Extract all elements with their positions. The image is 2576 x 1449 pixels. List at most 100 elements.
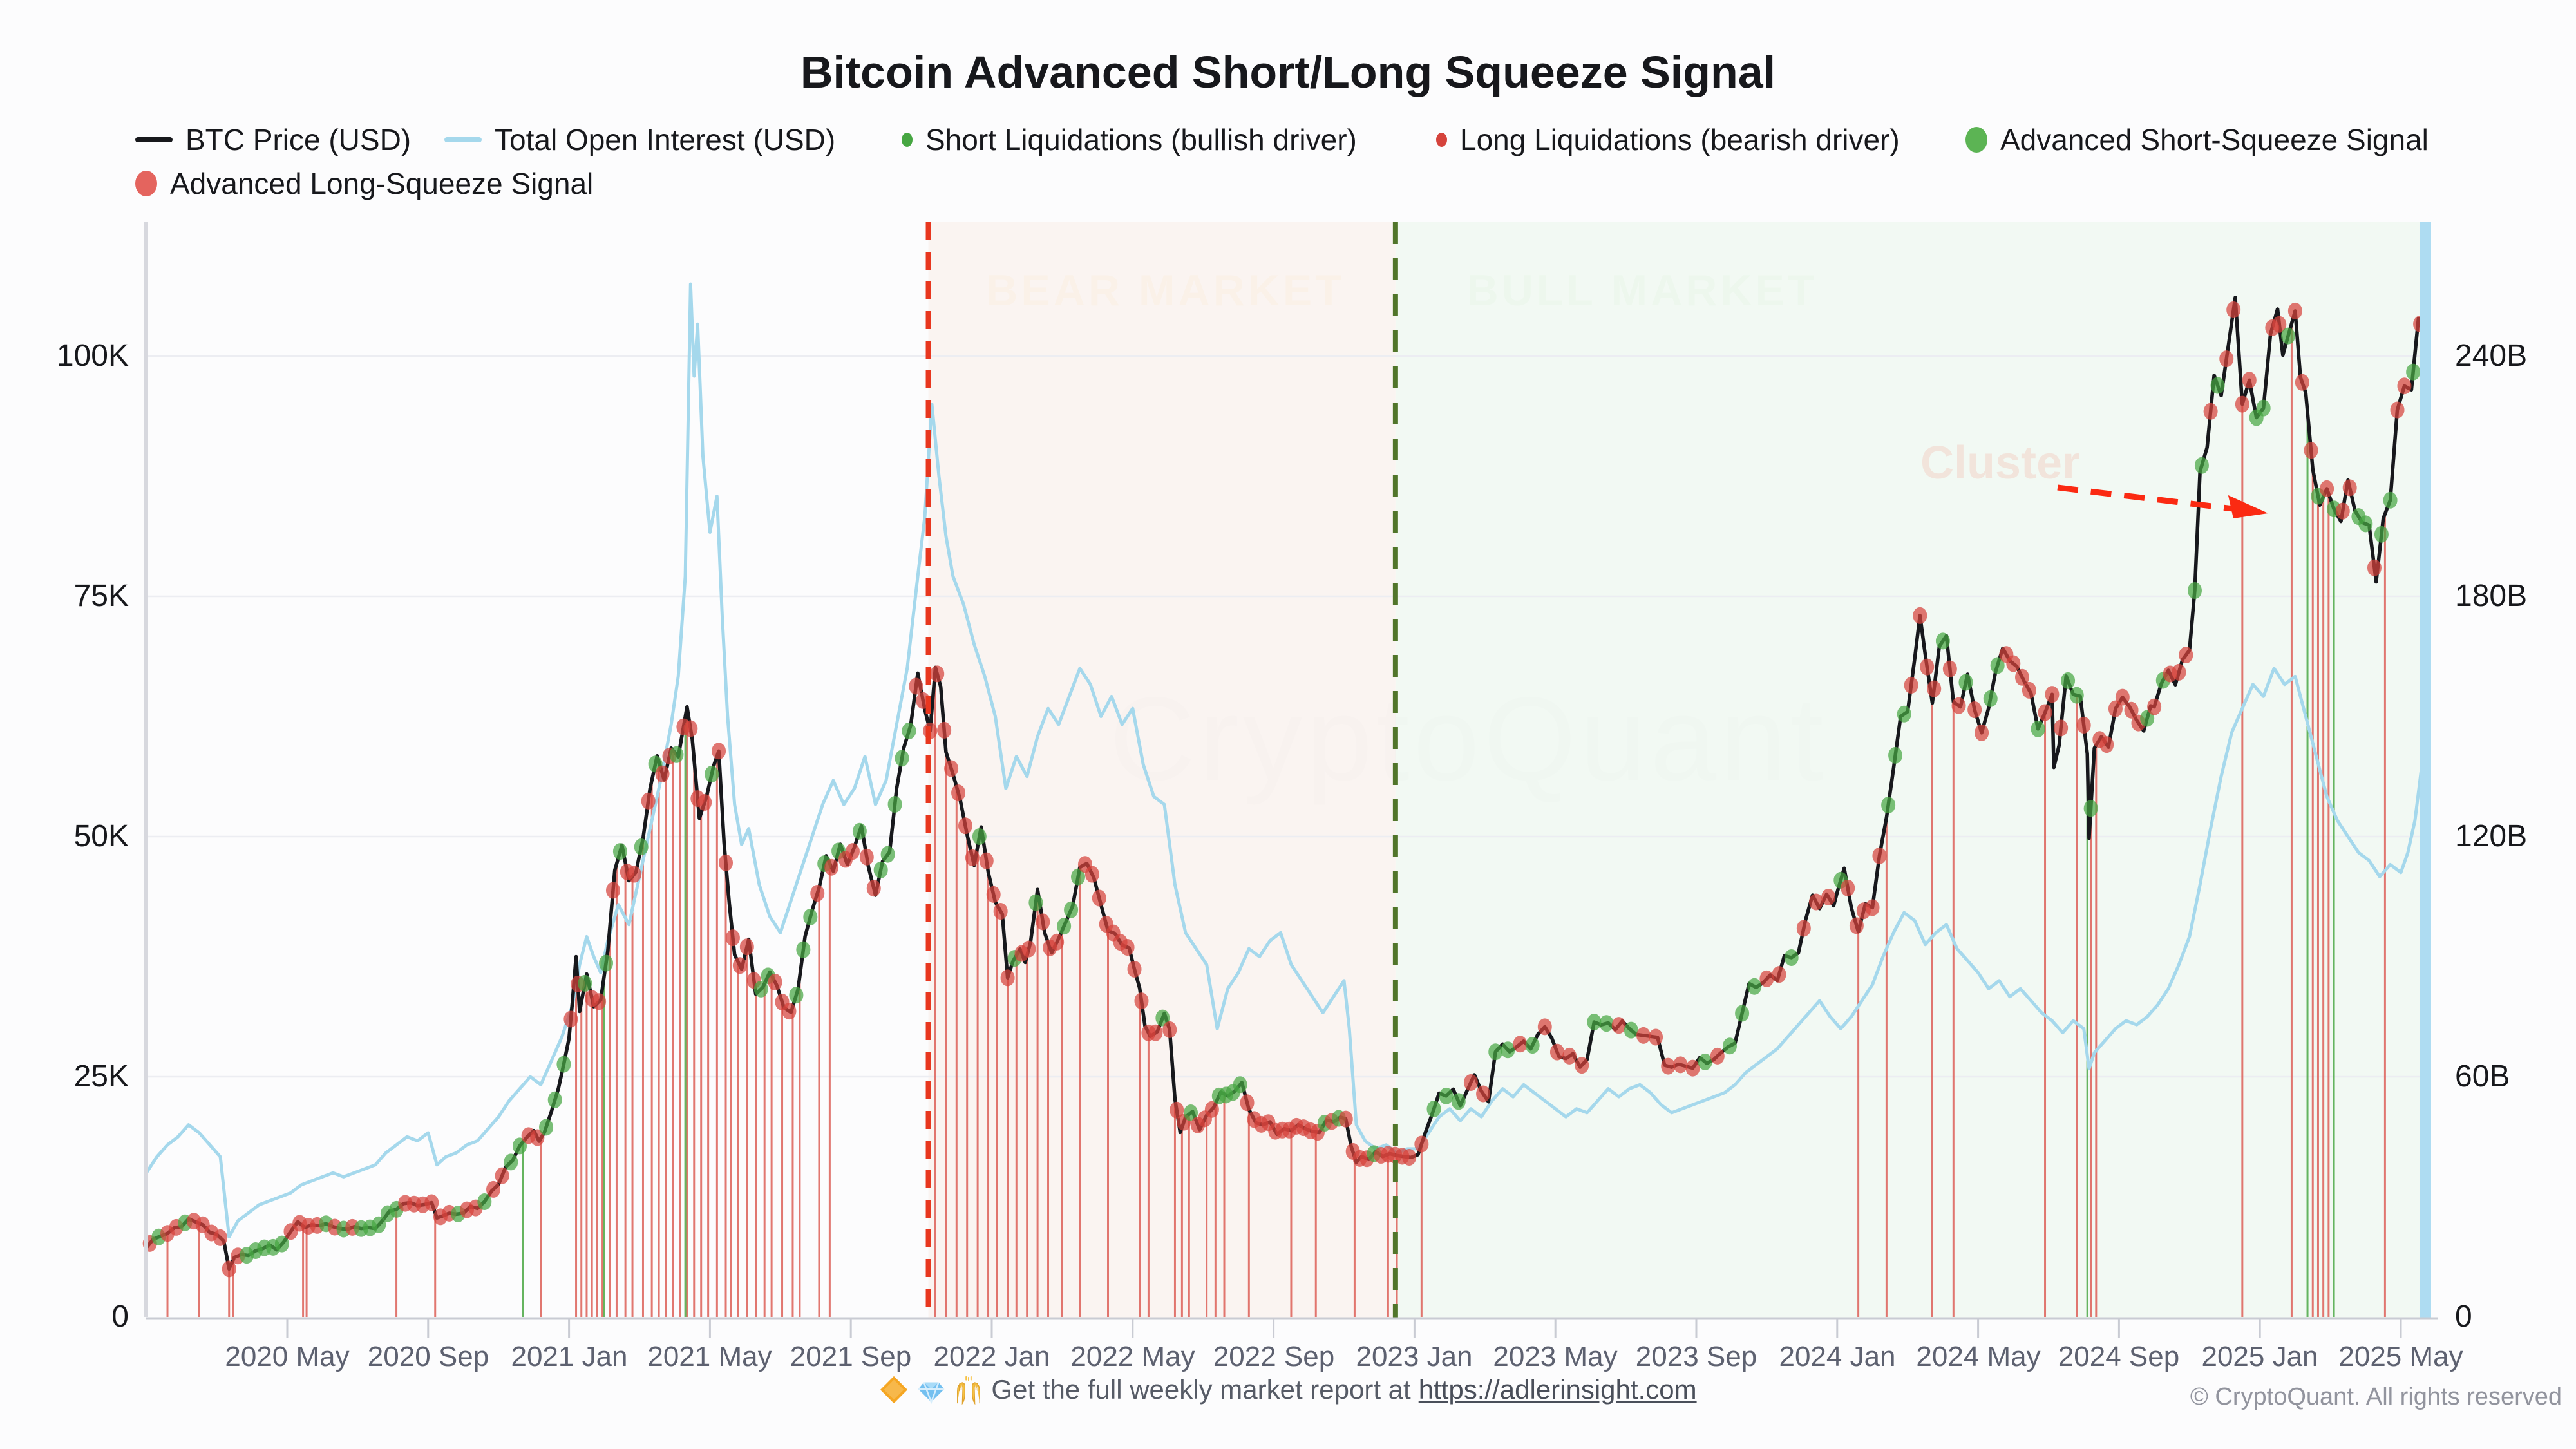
long-liquidation-dot bbox=[2054, 719, 2069, 737]
long-liquidation-dot bbox=[1865, 899, 1880, 916]
short-liquidation-dot bbox=[705, 766, 719, 783]
short-liquidation-dot bbox=[1722, 1037, 1737, 1055]
short-liquidation-dot bbox=[895, 750, 909, 767]
short-liquidation-dot bbox=[612, 843, 627, 860]
long-liquidation-dot bbox=[965, 849, 980, 866]
long-liquidation-dot bbox=[2115, 688, 2130, 706]
long-liquidation-dot bbox=[1975, 724, 1989, 741]
short-liquidation-dot bbox=[2140, 710, 2155, 727]
short-liquidation-dot bbox=[753, 980, 768, 998]
long-liquidation-dot bbox=[2242, 372, 2257, 389]
short-liquidation-dot bbox=[796, 941, 811, 958]
long-liquidation-dot bbox=[866, 880, 881, 897]
x-tick: 2022 Sep bbox=[1213, 1341, 1335, 1372]
short-liquidation-dot bbox=[2383, 491, 2398, 509]
legend-item-short-squeeze: Advanced Short-Squeeze Signal bbox=[1965, 122, 2429, 157]
oi-line-swatch-icon bbox=[444, 137, 482, 142]
long-liquidation-dot bbox=[782, 1003, 797, 1020]
long-liquidation-dot bbox=[1537, 1018, 1552, 1036]
footer-report-link[interactable]: https://adlerinsight.com bbox=[1418, 1374, 1697, 1405]
x-tick: 2024 Jan bbox=[1779, 1341, 1896, 1372]
short-liquidation-dot bbox=[477, 1193, 492, 1210]
short-liquidation-dot bbox=[972, 828, 987, 845]
long-liquidation-dot bbox=[1549, 1043, 1564, 1061]
long-liquidation-dot bbox=[1092, 889, 1106, 907]
long-liquidation-dot bbox=[2147, 698, 2162, 715]
short-liquidation-dot bbox=[274, 1235, 289, 1253]
long-liquidation-dot bbox=[495, 1167, 509, 1184]
short-liquidation-dot bbox=[669, 746, 684, 763]
long-liquidation-dot bbox=[810, 885, 825, 902]
long-liquidation-dot bbox=[739, 938, 754, 956]
long-liquidation-dot bbox=[213, 1229, 228, 1246]
long-liq-dot-icon bbox=[1436, 133, 1447, 147]
footer: Get the full weekly market report at htt… bbox=[0, 1374, 2576, 1405]
short-liquidation-dot bbox=[1184, 1104, 1198, 1121]
short-liquidation-dot bbox=[2194, 457, 2209, 474]
short-liquidation-dot bbox=[1897, 705, 1911, 723]
short-liquidation-dot bbox=[578, 974, 592, 992]
long-liquidation-dot bbox=[1120, 938, 1135, 956]
long-liquidation-dot bbox=[1476, 1085, 1491, 1103]
short-liquidation-dot bbox=[547, 1091, 562, 1108]
short-liquidation-dot bbox=[2210, 377, 2225, 394]
short-liquidation-dot bbox=[789, 987, 804, 1004]
x-tick: 2023 Sep bbox=[1635, 1341, 1757, 1372]
long-liquidation-dot bbox=[937, 721, 952, 739]
long-liquidation-dot bbox=[1562, 1047, 1577, 1065]
long-liquidation-dot bbox=[2179, 647, 2193, 664]
long-liquidation-dot bbox=[979, 852, 994, 869]
long-liquidation-dot bbox=[2390, 401, 2405, 419]
orange-diamond-icon bbox=[880, 1376, 908, 1404]
long-liquidation-dot bbox=[1575, 1057, 1589, 1074]
short-liquidation-dot bbox=[2083, 800, 2098, 817]
long-liquidation-dot bbox=[824, 858, 839, 876]
long-liquidation-dot bbox=[424, 1194, 439, 1211]
x-tick: 2023 May bbox=[1493, 1341, 1618, 1372]
short-liquidation-dot bbox=[1057, 918, 1072, 935]
y-right-tick-240b: 240B bbox=[2455, 339, 2528, 373]
x-tick: 2021 Sep bbox=[790, 1341, 912, 1372]
short-liquidation-dot bbox=[887, 796, 902, 813]
long-liquidation-dot bbox=[725, 929, 740, 947]
long-liquidation-dot bbox=[1808, 893, 1823, 911]
long-liquidation-dot bbox=[1904, 677, 1918, 694]
y-left-tick-50k: 50K bbox=[73, 819, 129, 853]
legend-item-btc-price: BTC Price (USD) bbox=[135, 122, 411, 157]
short-liquidation-dot bbox=[1990, 657, 2005, 674]
x-tick: 2025 Jan bbox=[2201, 1341, 2318, 1372]
long-liquidation-dot bbox=[2038, 704, 2052, 721]
long-liquidation-dot bbox=[719, 854, 734, 871]
chart-title: Bitcoin Advanced Short/Long Squeeze Sign… bbox=[800, 47, 1776, 97]
bear-market-region bbox=[928, 222, 1396, 1319]
long-liquidation-dot bbox=[486, 1180, 500, 1198]
long-liquidation-dot bbox=[530, 1129, 545, 1146]
long-liquidation-dot bbox=[1636, 1027, 1651, 1044]
long-liquidation-dot bbox=[1414, 1135, 1429, 1153]
short-liquidation-dot bbox=[1784, 949, 1799, 966]
short-liquidation-dot bbox=[599, 954, 614, 972]
long-liquidation-dot bbox=[1673, 1056, 1688, 1074]
long-liquidation-dot bbox=[1338, 1110, 1353, 1128]
long-liquidation-dot bbox=[958, 817, 972, 835]
long-liquidation-dot bbox=[1170, 1101, 1184, 1119]
long-liquidation-dot bbox=[1148, 1024, 1163, 1041]
long-liquidation-dot bbox=[951, 784, 966, 802]
long-liquidation-dot bbox=[2320, 480, 2334, 497]
short-liquidation-dot bbox=[1426, 1100, 1441, 1117]
long-liquidation-dot bbox=[2203, 402, 2218, 420]
legend-item-open-interest: Total Open Interest (USD) bbox=[444, 122, 835, 157]
short-liquidation-dot bbox=[880, 846, 895, 863]
short-liquidation-dot bbox=[556, 1056, 571, 1073]
short-liquidation-dot bbox=[1698, 1053, 1712, 1070]
legend-item-long-liquidations: Long Liquidations (bearish driver) bbox=[1436, 122, 1900, 157]
y-left-tick-75k: 75K bbox=[73, 579, 129, 613]
long-liquidation-dot bbox=[1796, 920, 1811, 937]
long-liquidation-dot bbox=[2006, 655, 2021, 672]
short-liquidation-dot bbox=[2374, 526, 2389, 543]
x-tick: 2022 May bbox=[1070, 1341, 1195, 1372]
short-liquidation-dot bbox=[634, 838, 649, 856]
long-liquidation-dot bbox=[1913, 607, 1927, 624]
short-liquidation-dot bbox=[1501, 1041, 1515, 1059]
short-liquidation-dot bbox=[1028, 894, 1043, 911]
